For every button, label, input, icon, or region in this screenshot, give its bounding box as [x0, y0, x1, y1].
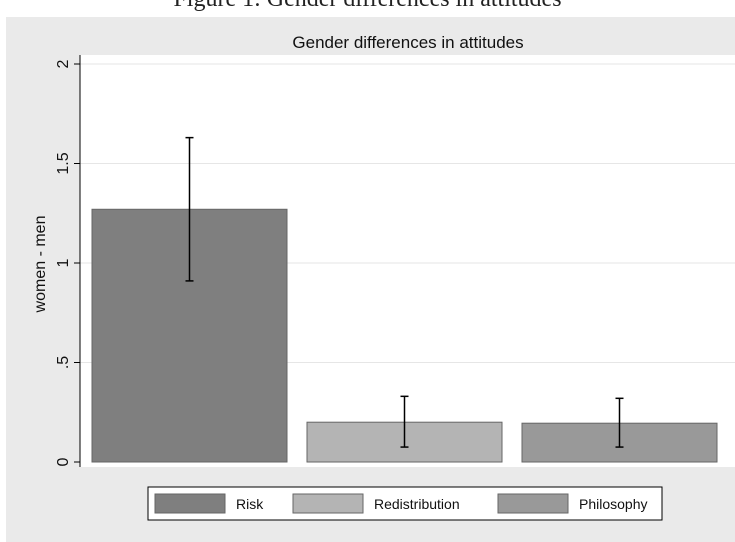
- error-bars: [185, 136, 624, 448]
- y-axis: 0 .5 1 1.5 2: [55, 55, 81, 467]
- y-tick-label: 1: [55, 258, 72, 267]
- y-tick-label: 0: [55, 457, 72, 466]
- figure-caption: Figure 1: Gender differences in attitude…: [0, 0, 735, 13]
- chart-title: Gender differences in attitudes: [292, 33, 523, 52]
- legend-label-philosophy: Philosophy: [579, 496, 648, 512]
- legend-box: [147, 486, 663, 521]
- legend-swatch-risk: [154, 493, 226, 514]
- legend: Risk Redistribution Philosophy: [147, 486, 663, 521]
- y-tick-label: 1.5: [55, 152, 72, 174]
- legend-label-risk: Risk: [236, 496, 264, 512]
- legend-swatch-redistribution: [292, 493, 364, 514]
- y-tick-label: .5: [55, 356, 72, 369]
- y-tick-label: 2: [55, 59, 72, 68]
- legend-label-redistribution: Redistribution: [374, 496, 460, 512]
- legend-swatch-philosophy: [497, 493, 569, 514]
- y-axis-label: women - men: [32, 216, 49, 314]
